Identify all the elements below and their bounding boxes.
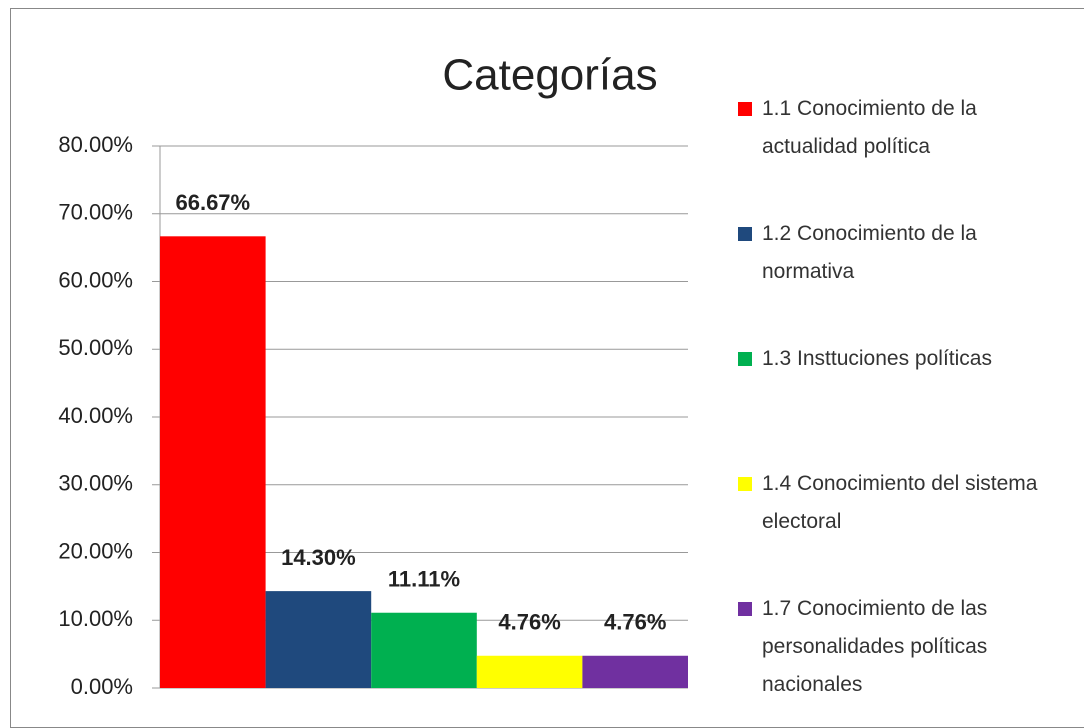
data-label: 66.67% (175, 190, 250, 215)
y-tick-label: 10.00% (58, 606, 133, 631)
legend-swatch (738, 102, 752, 116)
data-label: 4.76% (498, 610, 560, 635)
y-tick-label: 0.00% (71, 674, 133, 699)
chart-title: Categorías (442, 51, 657, 100)
legend-swatch (738, 602, 752, 616)
y-tick-label: 80.00% (58, 132, 133, 157)
data-label: 11.11% (388, 567, 460, 592)
bar (371, 612, 477, 688)
legend-item: 1.3 Insttuciones políticas (738, 340, 1038, 378)
legend-swatch (738, 352, 752, 366)
y-tick-label: 30.00% (58, 471, 133, 496)
y-tick-label: 60.00% (58, 267, 133, 292)
bar (160, 236, 266, 689)
legend-label: 1.1 Conocimiento de la actualidad políti… (762, 97, 977, 158)
legend-label: 1.2 Conocimiento de la normativa (762, 222, 977, 283)
legend-label: 1.4 Conocimiento del sistema electoral (762, 472, 1038, 533)
legend-item: 1.7 Conocimiento de las personalidades p… (738, 590, 1038, 704)
legend-item: 1.4 Conocimiento del sistema electoral (738, 465, 1038, 541)
y-tick-label: 50.00% (58, 335, 133, 360)
legend-label: 1.7 Conocimiento de las personalidades p… (762, 597, 988, 696)
y-tick-label: 40.00% (58, 403, 133, 428)
y-tick-label: 70.00% (58, 200, 133, 225)
legend-item: 1.1 Conocimiento de la actualidad políti… (738, 90, 1038, 166)
legend-swatch (738, 227, 752, 241)
bar (265, 591, 372, 688)
bar (476, 655, 583, 688)
legend-label: 1.3 Insttuciones políticas (762, 347, 992, 370)
legend-swatch (738, 477, 752, 491)
data-label: 4.76% (604, 610, 666, 635)
legend-item: 1.2 Conocimiento de la normativa (738, 215, 1038, 291)
bar (582, 655, 688, 688)
y-tick-label: 20.00% (58, 538, 133, 563)
data-label: 14.30% (281, 545, 356, 570)
